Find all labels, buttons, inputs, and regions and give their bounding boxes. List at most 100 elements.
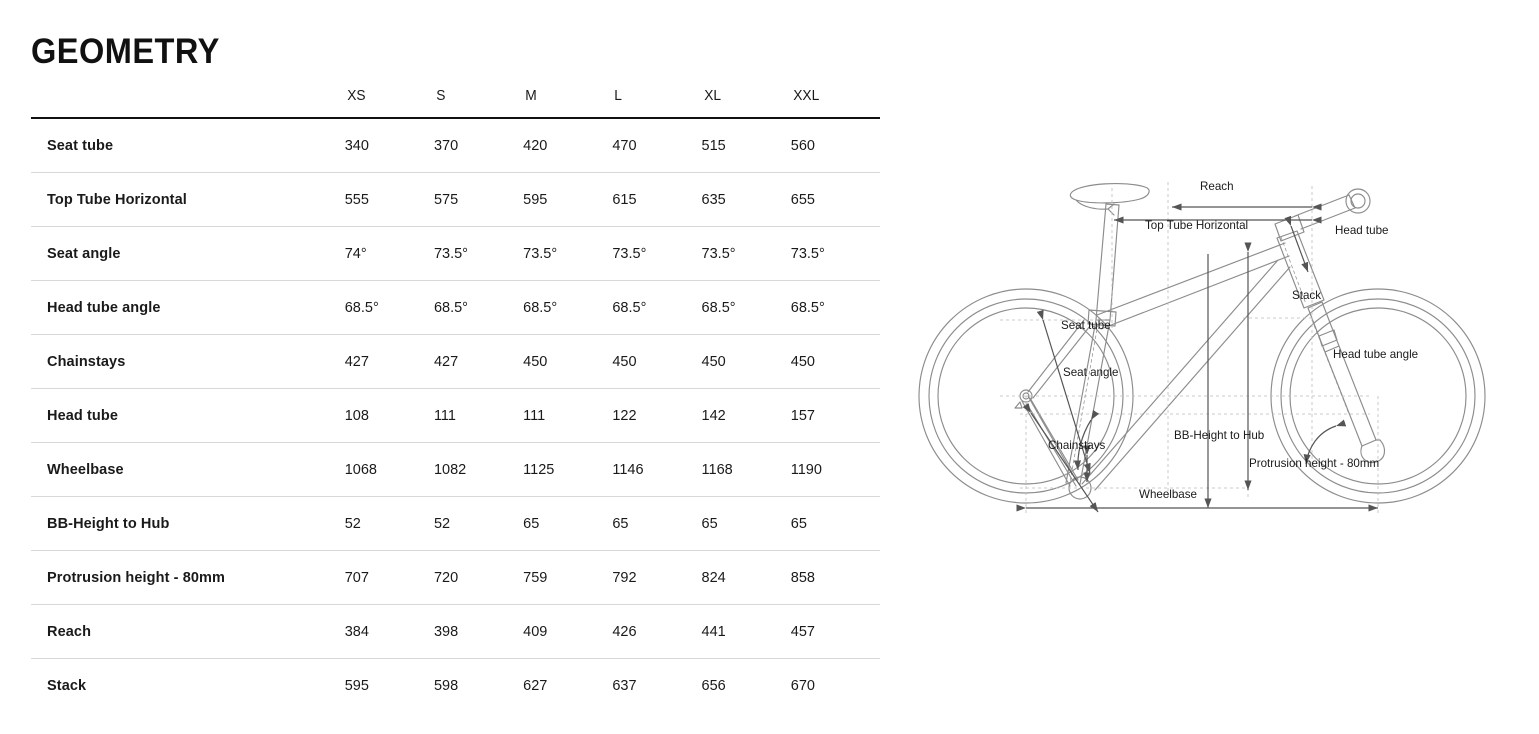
cell-s: 720 <box>433 550 524 605</box>
table-row: BB-Height to Hub 52 52 65 65 65 65 <box>31 496 880 551</box>
cell-m: 450 <box>523 334 613 389</box>
cell-m: 68.5° <box>523 280 613 335</box>
row-label: Head tube <box>31 388 345 443</box>
cell-xs: 340 <box>344 118 434 173</box>
table-row: Stack 595 598 627 637 656 670 <box>31 659 880 713</box>
table-header-row: XS S M L XL XXL <box>31 88 880 119</box>
cell-xs: 427 <box>344 334 434 389</box>
cell-xxl: 68.5° <box>790 280 880 335</box>
cell-xs: 108 <box>344 388 434 443</box>
table-row: Seat angle 74° 73.5° 73.5° 73.5° 73.5° 73.5° <box>31 226 880 281</box>
column-header-label <box>38 88 337 119</box>
table-row: Head tube angle 68.5° 68.5° 68.5° 68.5° 68.5°… <box>31 280 880 335</box>
cell-xxl: 858 <box>790 550 880 605</box>
cell-s: 1082 <box>433 442 524 497</box>
bike-diagram-svg: Reach Top Tube Horizontal Head tube Stac… <box>918 180 1486 513</box>
cell-xs: 595 <box>344 677 369 694</box>
fork-collar-icon <box>1318 329 1338 347</box>
row-label: Chainstays <box>31 334 345 389</box>
label-head-tube-angle: Head tube angle <box>1333 348 1418 361</box>
cell-s: 598 <box>433 677 459 694</box>
geometry-table-container: XS S M L XL XXL Seat tube 340 370 420 470 515… <box>31 88 880 712</box>
cell-l: 470 <box>612 118 702 173</box>
column-header-s: S <box>436 88 521 119</box>
cell-m: 627 <box>523 677 548 694</box>
cell-xl: 635 <box>701 172 791 227</box>
front-dropout-icon <box>1360 439 1386 464</box>
cell-m: 595 <box>523 172 613 227</box>
cell-xl: 1168 <box>701 442 791 497</box>
cell-xxl: 457 <box>790 604 880 659</box>
cell-l: 122 <box>612 388 702 443</box>
cell-l: 426 <box>612 604 702 659</box>
cell-xl: 824 <box>701 550 791 605</box>
row-label: BB-Height to Hub <box>31 496 345 551</box>
cell-m: 73.5° <box>523 226 613 281</box>
cell-s: 575 <box>433 172 524 227</box>
label-bb-height-to-hub: BB-Height to Hub <box>1174 429 1264 442</box>
handlebar-icon <box>1345 188 1371 214</box>
cell-l: 65 <box>612 496 702 551</box>
cell-l: 615 <box>612 172 702 227</box>
cell-m: 65 <box>523 496 613 551</box>
cell-xs: 707 <box>344 550 434 605</box>
cell-xxl: 655 <box>790 172 880 227</box>
cell-m: 420 <box>523 118 613 173</box>
cell-xl: 515 <box>701 118 791 173</box>
seat-post-icon <box>1095 203 1120 321</box>
cell-m: 759 <box>523 550 613 605</box>
cell-xxl: 450 <box>790 334 880 389</box>
row-label: Seat angle <box>31 226 345 281</box>
table-body: Seat tube 340 370 420 470 515 560 Top Tube Hori… <box>31 118 880 712</box>
cell-xs: 74° <box>344 226 434 281</box>
cell-xs: 52 <box>344 496 434 551</box>
cell-s: 73.5° <box>433 226 524 281</box>
label-seat-angle: Seat angle <box>1063 366 1118 379</box>
cell-l: 637 <box>612 677 637 694</box>
cell-xl: 73.5° <box>701 226 791 281</box>
cell-xs: 1068 <box>344 442 434 497</box>
cell-xxl: 65 <box>790 496 880 551</box>
label-chainstays: Chainstays <box>1048 439 1106 452</box>
row-label: Reach <box>31 604 345 659</box>
cell-l: 792 <box>612 550 702 605</box>
table-row: Reach 384 398 409 426 441 457 <box>31 604 880 659</box>
cell-xl: 65 <box>701 496 791 551</box>
label-wheelbase: Wheelbase <box>1139 488 1197 501</box>
table-row: Top Tube Horizontal 555 575 595 615 635 655 <box>31 172 880 227</box>
cell-xs: 555 <box>344 172 434 227</box>
row-label: Top Tube Horizontal <box>31 172 345 227</box>
bike-geometry-diagram: Reach Top Tube Horizontal Head tube Stac… <box>900 168 1539 534</box>
cell-xxl: 670 <box>790 677 815 694</box>
label-protrusion-height: Protrusion height - 80mm <box>1249 457 1379 470</box>
label-top-tube-horizontal: Top Tube Horizontal <box>1145 219 1248 232</box>
cell-s: 68.5° <box>433 280 524 335</box>
column-header-xl: XL <box>703 88 789 119</box>
top-tube-shape <box>1096 242 1290 330</box>
row-label: Stack <box>47 677 87 694</box>
table-row: Chainstays 427 427 450 450 450 450 <box>31 334 880 389</box>
cell-m: 409 <box>523 604 613 659</box>
cell-xxl: 73.5° <box>790 226 880 281</box>
page-title: GEOMETRY <box>31 32 220 71</box>
head-tube-angle-arc <box>1303 419 1347 465</box>
label-head-tube: Head tube <box>1335 224 1389 237</box>
cell-l: 1146 <box>612 442 702 497</box>
column-header-xxl: XXL <box>792 88 878 119</box>
cell-xxl: 157 <box>790 388 880 443</box>
cell-s: 52 <box>433 496 524 551</box>
cell-xs: 68.5° <box>344 280 434 335</box>
column-header-l: L <box>614 88 700 119</box>
table-row: Protrusion height - 80mm 707 720 759 792 824 8… <box>31 550 880 605</box>
head-tube-dimension-line <box>1284 215 1309 273</box>
cell-s: 398 <box>433 604 524 659</box>
cell-l: 450 <box>612 334 702 389</box>
table-row: Head tube 108 111 111 122 142 157 <box>31 388 880 443</box>
geometry-table: XS S M L XL XXL Seat tube 340 370 420 470 515… <box>31 88 880 712</box>
label-seat-tube: Seat tube <box>1061 319 1111 332</box>
saddle-icon <box>1069 183 1150 216</box>
row-label: Wheelbase <box>31 442 345 497</box>
column-header-m: M <box>525 88 611 119</box>
cell-xl: 142 <box>701 388 791 443</box>
row-label: Protrusion height - 80mm <box>31 550 345 605</box>
